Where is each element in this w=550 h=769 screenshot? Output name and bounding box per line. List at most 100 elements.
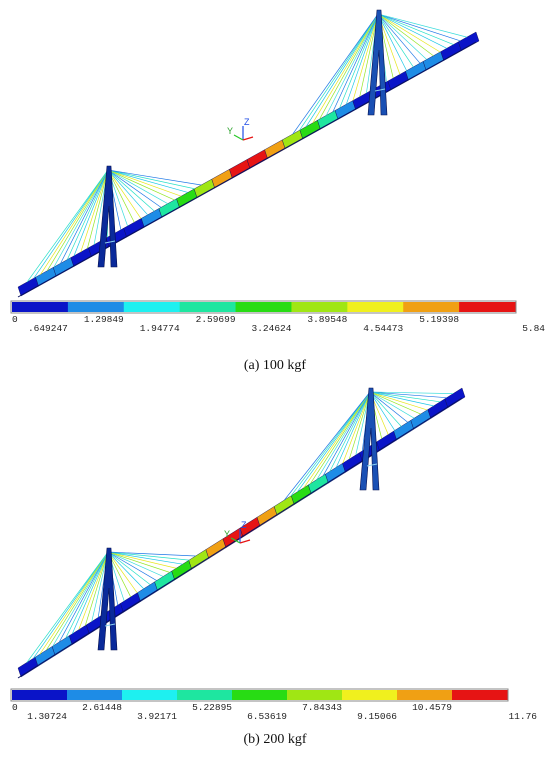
stay-cable bbox=[369, 391, 434, 407]
legend-frame bbox=[10, 688, 509, 702]
x-axis-line bbox=[242, 136, 254, 141]
stay-cable bbox=[107, 169, 195, 190]
figure-caption-b: (b) 200 kgf bbox=[243, 732, 307, 747]
figure-panel-a: Z Y 0 1.29849 2.59699 3.89548 5.19398 .649247 1.… bbox=[0, 0, 550, 380]
stay-cable bbox=[310, 391, 371, 484]
stay-cable bbox=[65, 551, 109, 639]
legend-swatch bbox=[67, 302, 125, 312]
stay-cable bbox=[107, 169, 168, 204]
x-axis-line bbox=[239, 539, 251, 544]
deck-segment bbox=[440, 41, 462, 61]
stay-cable bbox=[84, 551, 109, 626]
pylon-crossbeam bbox=[366, 463, 378, 467]
stay-cable bbox=[80, 169, 109, 253]
stay-cable bbox=[369, 391, 447, 399]
figure-panel-b: Z Y 0 2.61448 5.22895 7.84343 10.4579 1.30724 3.… bbox=[0, 380, 550, 769]
bridge-deformation-plot-b: Z Y 0 2.61448 5.22895 7.84343 10.4579 1.30724 3.… bbox=[10, 387, 537, 720]
legend-tick-bottom: 11.76 bbox=[508, 711, 537, 720]
deck-segment bbox=[299, 119, 321, 140]
stay-cable bbox=[369, 391, 415, 419]
stay-cable bbox=[377, 13, 461, 42]
stay-cable bbox=[107, 551, 157, 581]
stay-cable bbox=[369, 391, 441, 403]
stay-cable bbox=[26, 551, 109, 663]
stay-cable bbox=[107, 551, 177, 569]
stay-cable bbox=[107, 551, 151, 585]
legend-tick-bottom: 5.84 bbox=[522, 323, 545, 334]
stay-cable bbox=[342, 391, 371, 464]
stay-cable bbox=[284, 391, 371, 501]
deck-segment bbox=[405, 61, 427, 81]
legend-tick-top: 2.61448 bbox=[82, 702, 122, 713]
deck-segment bbox=[246, 149, 268, 169]
stay-cable bbox=[323, 391, 371, 476]
stay-cable bbox=[329, 391, 371, 472]
stay-cable bbox=[369, 391, 454, 394]
stay-cable bbox=[26, 169, 109, 283]
stay-cable bbox=[325, 13, 379, 116]
stay-cable bbox=[369, 391, 408, 423]
y-axis-label: Y bbox=[224, 529, 230, 539]
legend-swatch bbox=[291, 302, 348, 312]
deck-segment bbox=[229, 159, 251, 179]
stay-cable bbox=[107, 169, 202, 186]
stay-cable bbox=[377, 13, 467, 38]
deck-segment bbox=[387, 70, 409, 91]
stay-cable bbox=[107, 551, 170, 573]
stay-cable bbox=[59, 551, 109, 643]
stay-cable bbox=[60, 169, 109, 264]
stay-cable bbox=[107, 169, 162, 208]
stay-cable bbox=[107, 169, 188, 193]
legend-tick-top: 0 bbox=[12, 702, 18, 713]
stay-cable bbox=[359, 13, 379, 97]
legend-tick-bottom: 3.24624 bbox=[252, 323, 292, 334]
stay-cable bbox=[346, 13, 379, 105]
stay-cable bbox=[107, 551, 144, 589]
stay-cable bbox=[319, 13, 379, 120]
stay-cable bbox=[40, 169, 109, 275]
deck-segment bbox=[52, 257, 75, 277]
stay-cable bbox=[107, 551, 183, 565]
stay-cable bbox=[33, 169, 109, 279]
legend-tick-top: 1.29849 bbox=[84, 314, 124, 325]
deck-segment bbox=[334, 100, 356, 120]
deck-segment bbox=[458, 31, 480, 52]
figure-caption-a: (a) 100 kgf bbox=[243, 358, 307, 373]
stay-cable bbox=[297, 391, 371, 493]
legend-tick-bottom: 1.30724 bbox=[27, 711, 67, 720]
stay-cable bbox=[107, 169, 148, 216]
stay-cable bbox=[303, 391, 371, 488]
legend-swatch bbox=[287, 690, 343, 700]
legend-tick-top: 2.59699 bbox=[196, 314, 236, 325]
stay-cable bbox=[53, 169, 109, 268]
legend-tick-top: 3.89548 bbox=[307, 314, 347, 325]
legend-swatch bbox=[232, 690, 288, 700]
legend-swatch bbox=[397, 690, 453, 700]
legend-tick-bottom: 1.94774 bbox=[140, 323, 180, 334]
legend-swatch bbox=[12, 302, 69, 312]
deck-segment bbox=[317, 110, 339, 130]
deck-segment bbox=[193, 178, 216, 199]
stay-cable bbox=[377, 13, 441, 53]
stay-cable bbox=[107, 169, 155, 212]
stay-cable bbox=[290, 391, 371, 497]
deck-segment bbox=[444, 387, 466, 409]
legend-tick-bottom: 6.53619 bbox=[247, 711, 287, 720]
legend-swatch bbox=[67, 690, 123, 700]
legend-tick-top: 0 bbox=[12, 314, 18, 325]
deck-edge bbox=[17, 41, 477, 298]
legend-swatch bbox=[179, 302, 237, 312]
stay-cable bbox=[312, 13, 379, 123]
deck-segment bbox=[105, 227, 127, 248]
stay-cable bbox=[299, 13, 379, 131]
pylon-crossbeam bbox=[104, 240, 116, 244]
stay-cable bbox=[377, 13, 427, 60]
stay-cable bbox=[369, 391, 402, 427]
legend-frame bbox=[10, 300, 517, 314]
stay-cable bbox=[67, 169, 109, 260]
stay-cable bbox=[39, 551, 109, 655]
legend-tick-top: 10.4579 bbox=[412, 702, 452, 713]
stay-cable bbox=[369, 391, 421, 415]
stay-cable bbox=[107, 551, 196, 557]
stay-cable bbox=[377, 13, 407, 71]
